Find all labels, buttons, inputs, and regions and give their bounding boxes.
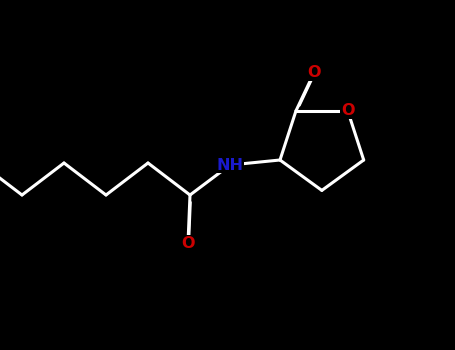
Text: O: O xyxy=(181,236,195,251)
Text: O: O xyxy=(307,65,321,80)
Text: O: O xyxy=(341,103,354,118)
Text: NH: NH xyxy=(217,158,243,173)
